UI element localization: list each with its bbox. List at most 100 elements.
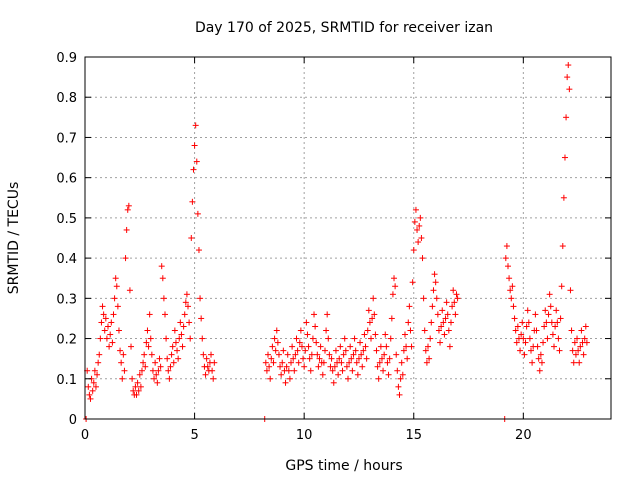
- data-point: [547, 303, 554, 310]
- data-point: [533, 327, 540, 334]
- data-point: [416, 222, 423, 229]
- data-point: [268, 355, 275, 362]
- data-point: [414, 226, 421, 233]
- data-point: [90, 379, 97, 386]
- data-point: [323, 327, 330, 334]
- data-point: [350, 351, 357, 358]
- y-tick-label: 0.4: [56, 252, 77, 267]
- data-point: [551, 343, 558, 350]
- data-point: [391, 275, 398, 282]
- data-point: [193, 158, 200, 165]
- data-point: [376, 359, 383, 366]
- data-point: [97, 335, 104, 342]
- data-point: [552, 323, 559, 330]
- data-point: [119, 375, 126, 382]
- data-point: [319, 371, 326, 378]
- data-point: [417, 214, 424, 221]
- data-point: [577, 343, 584, 350]
- data-point: [279, 359, 286, 366]
- data-point: [354, 371, 361, 378]
- data-point: [85, 383, 92, 390]
- data-point: [168, 351, 175, 358]
- data-point: [182, 299, 189, 306]
- data-point: [273, 327, 280, 334]
- data-point: [418, 235, 425, 241]
- y-axis-label: SRMTID / TECUs: [6, 182, 22, 295]
- data-point: [353, 359, 360, 366]
- data-point: [365, 307, 372, 314]
- data-point: [290, 355, 297, 362]
- data-point: [406, 303, 413, 310]
- data-point: [408, 343, 415, 350]
- data-point: [293, 335, 300, 342]
- data-point: [169, 343, 176, 350]
- data-point: [130, 387, 137, 394]
- data-point: [343, 363, 350, 370]
- data-point: [115, 327, 122, 334]
- data-point: [386, 355, 393, 362]
- data-point: [285, 367, 292, 374]
- data-point: [397, 375, 404, 382]
- data-point: [360, 347, 367, 354]
- data-point: [124, 206, 131, 213]
- data-point: [306, 355, 313, 362]
- data-point: [156, 355, 163, 362]
- data-points: [83, 62, 590, 422]
- data-point: [561, 154, 568, 161]
- data-point: [329, 367, 336, 374]
- x-tick-label: 15: [405, 428, 422, 443]
- data-point: [559, 243, 566, 250]
- data-point: [194, 210, 201, 217]
- data-point: [292, 351, 299, 358]
- data-point: [388, 315, 395, 322]
- data-point: [565, 62, 572, 69]
- y-tick-label: 0.7: [56, 131, 77, 146]
- data-point: [583, 339, 590, 346]
- x-tick-labels: 0 5 10 15 20: [81, 428, 532, 443]
- data-point: [181, 311, 188, 318]
- data-point: [508, 295, 515, 302]
- data-point: [409, 279, 416, 286]
- data-point: [381, 351, 388, 358]
- data-point: [522, 339, 529, 346]
- data-point: [571, 339, 578, 346]
- x-axis-label: GPS time / hours: [285, 458, 402, 474]
- data-point: [543, 319, 550, 326]
- data-point: [435, 327, 442, 334]
- data-point: [393, 351, 400, 358]
- data-point: [392, 283, 399, 290]
- data-point: [554, 319, 561, 326]
- data-point: [401, 331, 408, 338]
- data-point: [439, 307, 446, 314]
- data-point: [265, 351, 272, 358]
- data-point: [275, 351, 282, 358]
- data-point: [581, 335, 588, 342]
- data-point: [289, 343, 296, 350]
- data-point: [151, 375, 158, 382]
- x-tick-label: 20: [515, 428, 532, 443]
- data-point: [161, 311, 168, 318]
- data-point: [123, 226, 130, 233]
- data-point: [548, 319, 555, 326]
- data-point: [362, 343, 369, 350]
- data-point: [183, 291, 190, 298]
- y-tick-label: 0.2: [56, 333, 77, 348]
- data-point: [110, 311, 117, 318]
- data-point: [262, 359, 269, 366]
- data-point: [405, 319, 412, 326]
- data-point: [113, 283, 120, 290]
- data-point: [204, 363, 211, 370]
- data-point: [450, 287, 457, 294]
- y-tick-label: 0.6: [56, 172, 77, 187]
- data-point: [133, 391, 140, 398]
- data-point: [564, 74, 571, 81]
- data-point: [342, 347, 349, 354]
- data-point: [352, 347, 359, 354]
- data-point: [569, 347, 576, 354]
- data-point: [558, 283, 565, 290]
- data-point: [140, 359, 147, 366]
- data-point: [178, 331, 185, 338]
- data-point: [117, 347, 124, 354]
- data-point: [122, 255, 129, 262]
